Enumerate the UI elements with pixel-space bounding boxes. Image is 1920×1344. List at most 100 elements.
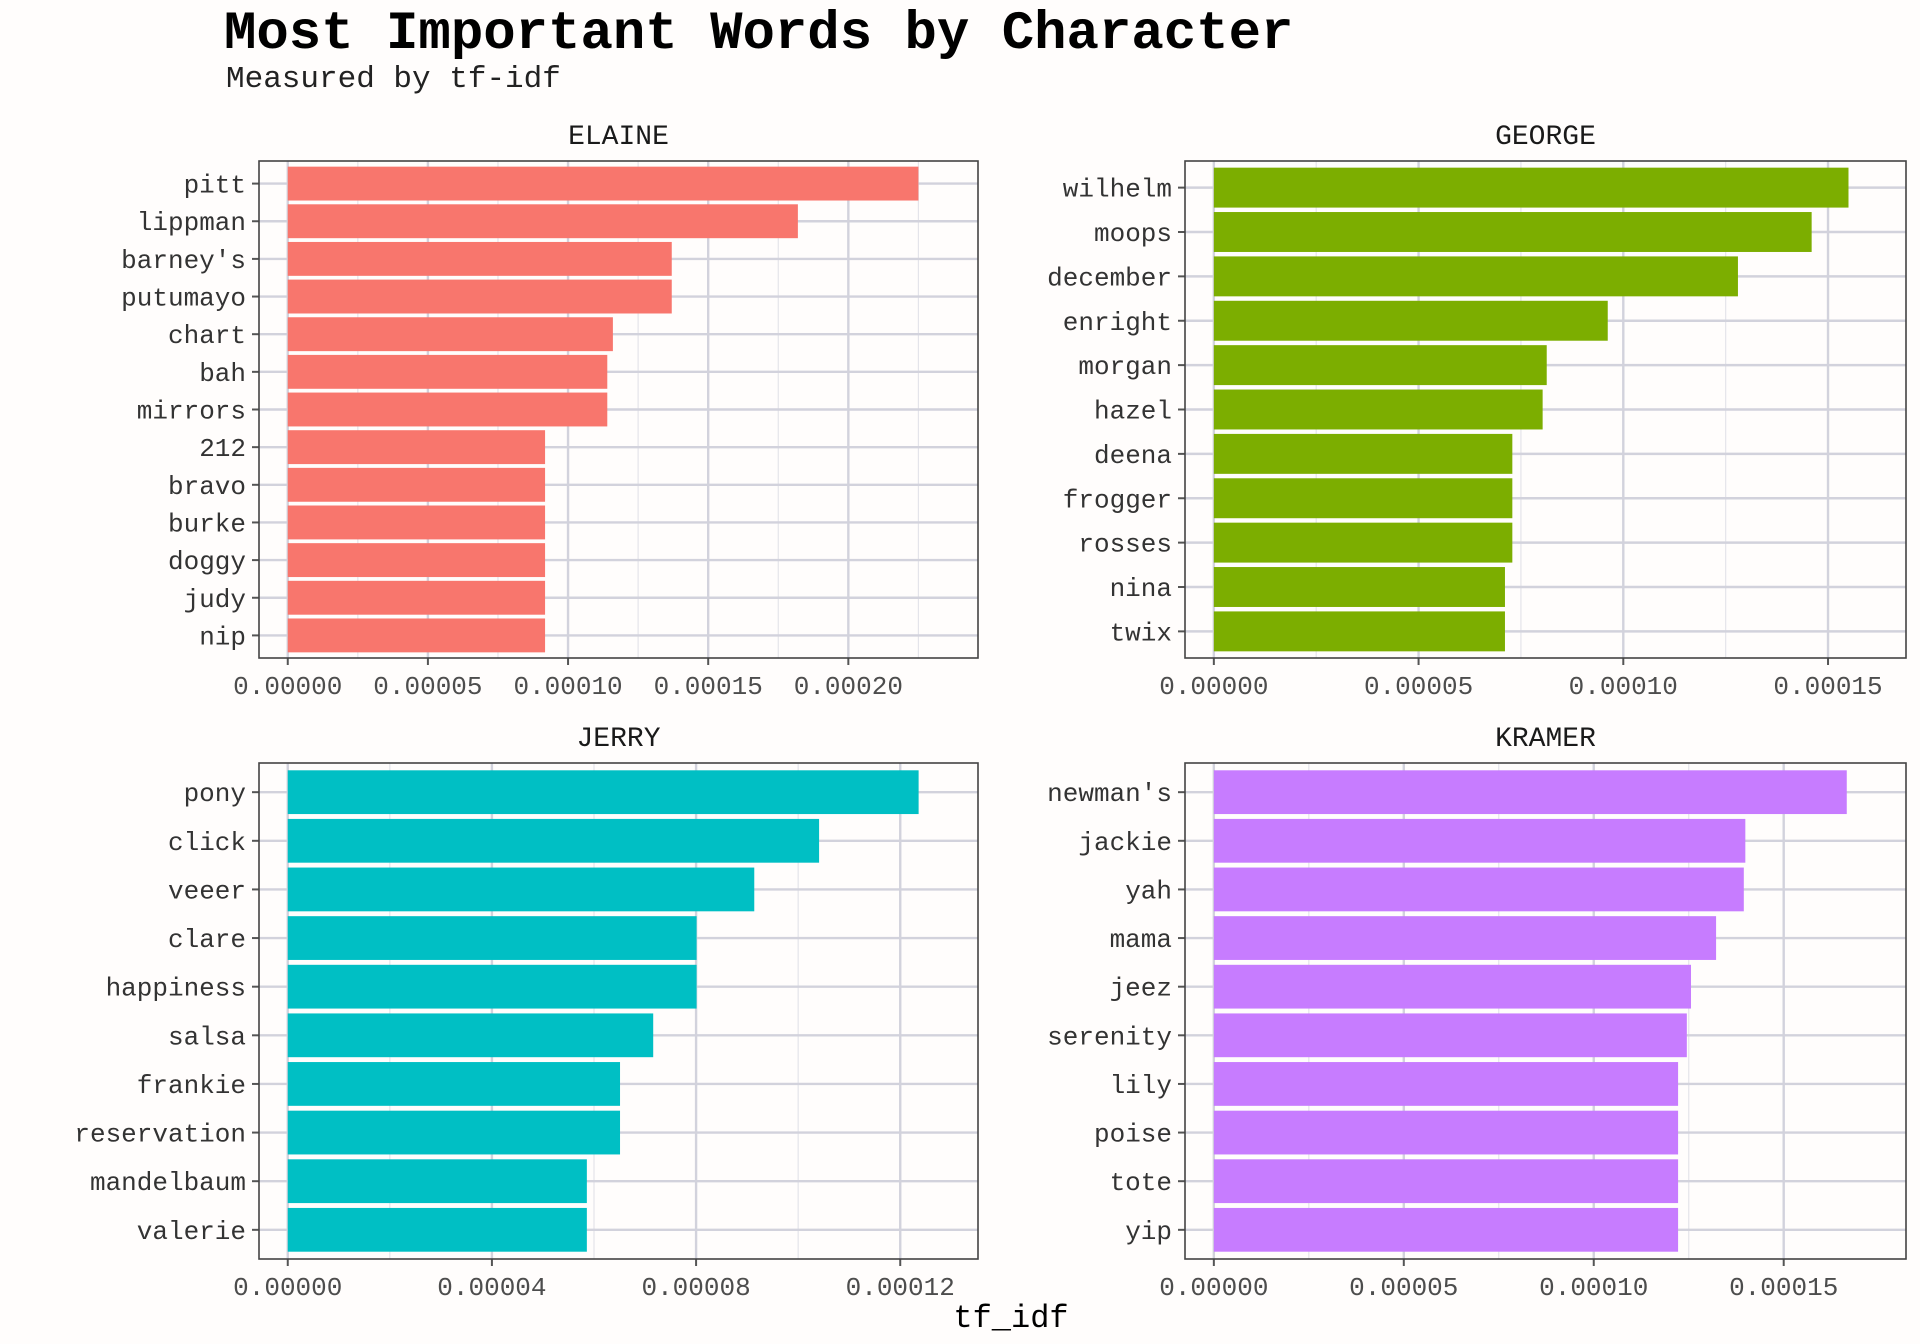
x-tick-label: 0.00010 xyxy=(1569,672,1678,702)
panel-border xyxy=(258,762,979,1260)
y-category-label: mama xyxy=(1110,925,1172,955)
bar-tote xyxy=(1213,1159,1679,1204)
y-category-label: yah xyxy=(1125,876,1172,906)
x-tick-label: 0.00008 xyxy=(641,1273,750,1303)
y-category-label: 212 xyxy=(199,434,246,464)
facet-strip-label: ELAINE xyxy=(568,122,669,153)
bar-doggy xyxy=(287,543,546,578)
bar-enright xyxy=(1213,300,1608,341)
x-tick-label: 0.00000 xyxy=(233,672,342,702)
bar-veeer xyxy=(287,867,755,912)
bar-burke xyxy=(287,505,546,540)
bar-mandelbaum xyxy=(287,1159,587,1204)
y-category-label: enright xyxy=(1063,308,1172,338)
y-category-label: click xyxy=(168,828,246,858)
y-category-label: serenity xyxy=(1047,1022,1172,1052)
panel-elaine: 0.00000 0.00005 0.00010 0.00015 0.00020 pitt l… xyxy=(121,122,979,702)
y-category-label: jeez xyxy=(1110,974,1172,1004)
bar-deena xyxy=(1213,433,1513,474)
y-category-label: veeer xyxy=(168,876,246,906)
y-category-label: valerie xyxy=(137,1217,246,1247)
bar-newman's xyxy=(1213,770,1847,815)
bar-nina xyxy=(1213,567,1505,607)
panel-kramer: 0.00000 0.00005 0.00010 0.00015 newman's jack… xyxy=(1047,724,1907,1303)
bar-bah xyxy=(287,354,608,389)
y-category-label: yip xyxy=(1125,1217,1172,1247)
x-tick-label: 0.00012 xyxy=(846,1273,955,1303)
facet-strip-label: GEORGE xyxy=(1495,122,1596,153)
bar-judy xyxy=(287,580,546,615)
y-category-label: chart xyxy=(168,321,246,351)
bar-jackie xyxy=(1213,818,1746,863)
bar-yah xyxy=(1213,867,1744,912)
bar-reservation xyxy=(287,1110,621,1155)
x-tick-label: 0.00000 xyxy=(1159,672,1268,702)
y-category-label: frankie xyxy=(137,1071,246,1101)
y-category-label: hazel xyxy=(1094,397,1172,427)
y-category-label: doggy xyxy=(168,547,246,577)
bar-click xyxy=(287,818,820,863)
bar-chart xyxy=(287,317,613,352)
y-category-label: deena xyxy=(1094,441,1172,471)
bar-frogger xyxy=(1213,478,1513,519)
y-category-label: bah xyxy=(199,359,246,389)
panel-jerry: 0.00000 0.00004 0.00008 0.00012 pony click vee… xyxy=(74,724,979,1303)
x-tick-label: 0.00010 xyxy=(1539,1273,1648,1303)
y-category-label: mandelbaum xyxy=(90,1168,246,1198)
x-axis-title: tf_idf xyxy=(953,1300,1068,1337)
x-tick-label: 0.00000 xyxy=(233,1273,342,1303)
bar-valerie xyxy=(287,1207,587,1252)
y-category-label: bravo xyxy=(168,472,246,502)
y-category-label: nip xyxy=(199,622,246,652)
y-category-label: judy xyxy=(184,585,246,615)
bar-hazel xyxy=(1213,389,1543,430)
y-category-label: pitt xyxy=(184,171,246,201)
y-category-label: december xyxy=(1047,263,1172,293)
y-category-label: morgan xyxy=(1078,352,1172,382)
bar-clare xyxy=(287,916,697,960)
y-category-label: clare xyxy=(168,925,246,955)
bar-morgan xyxy=(1213,345,1547,386)
bar-december xyxy=(1213,256,1738,297)
y-category-label: twix xyxy=(1110,618,1172,648)
facet-strip-label: KRAMER xyxy=(1495,724,1596,755)
facet-strip-label: JERRY xyxy=(576,724,660,755)
y-category-label: lily xyxy=(1110,1071,1172,1101)
y-category-label: mirrors xyxy=(137,397,246,427)
bar-twix xyxy=(1213,611,1505,652)
y-category-label: newman's xyxy=(1047,779,1172,809)
bar-pitt xyxy=(287,166,919,201)
bar-putumayo xyxy=(287,279,672,314)
bar-jeez xyxy=(1213,964,1692,1009)
chart-title: Most Important Words by Character xyxy=(224,4,1294,65)
x-tick-label: 0.00005 xyxy=(1364,672,1473,702)
bar-wilhelm xyxy=(1213,167,1849,208)
bar-lily xyxy=(1213,1062,1679,1106)
panel-border xyxy=(1184,762,1907,1260)
y-category-label: frogger xyxy=(1063,485,1172,515)
x-tick-label: 0.00020 xyxy=(794,672,903,702)
x-tick-label: 0.00010 xyxy=(513,672,622,702)
x-tick-label: 0.00000 xyxy=(1159,1273,1268,1303)
bar-moops xyxy=(1213,212,1812,252)
bar-happiness xyxy=(287,964,697,1009)
y-category-label: reservation xyxy=(74,1120,246,1150)
bar-serenity xyxy=(1213,1013,1687,1058)
panel-border xyxy=(1184,160,1907,659)
x-tick-label: 0.00015 xyxy=(1773,672,1882,702)
panel-george: 0.00000 0.00005 0.00010 0.00015 wilhelm moops… xyxy=(1047,122,1907,702)
chart-panels: 0.00000 0.00005 0.00010 0.00015 0.00020 pitt l… xyxy=(74,122,1907,1303)
y-category-label: tote xyxy=(1110,1168,1172,1198)
y-category-label: salsa xyxy=(168,1022,246,1052)
y-category-label: rosses xyxy=(1078,530,1172,560)
bar-rosses xyxy=(1213,522,1513,563)
y-category-label: burke xyxy=(168,509,246,539)
panel-border xyxy=(258,160,979,659)
x-tick-label: 0.00015 xyxy=(1729,1273,1838,1303)
x-tick-label: 0.00015 xyxy=(654,672,763,702)
y-category-label: putumayo xyxy=(121,284,246,314)
bar-pony xyxy=(287,770,919,815)
y-category-label: wilhelm xyxy=(1063,175,1172,205)
y-category-label: barney's xyxy=(121,246,246,276)
bar-bravo xyxy=(287,467,546,502)
